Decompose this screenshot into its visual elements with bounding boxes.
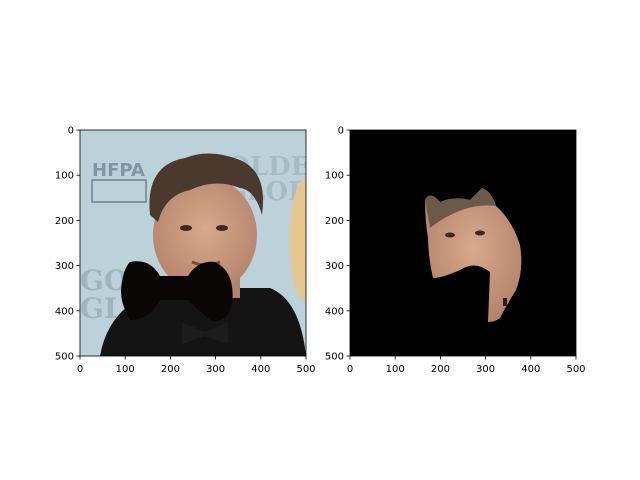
left-x-tick-label: 100 — [116, 364, 135, 375]
masked-hair — [425, 188, 496, 228]
right-x-tick-label: 400 — [521, 364, 540, 375]
hair — [149, 153, 264, 222]
left-x-tick-label: 500 — [296, 364, 315, 375]
left-axes-frame — [79, 129, 307, 357]
right-x-tick-label: 300 — [476, 364, 495, 375]
right-x-tick-label: 500 — [566, 364, 585, 375]
left-y-tick-label: 300 — [55, 261, 74, 272]
shirt-bowtie — [182, 322, 228, 344]
left-image-panel: HFPA GOLDEN GLOBE GOL GLO 0 100 200 300 — [55, 126, 316, 376]
left-y-tick-label: 500 — [55, 352, 74, 363]
left-x-tick-label: 0 — [77, 364, 83, 375]
right-edge-person — [290, 180, 306, 300]
left-y-tick-label: 400 — [55, 306, 74, 317]
right-mask-image — [350, 130, 576, 356]
left-x-tick-label: 400 — [251, 364, 270, 375]
right-x-tick-label: 100 — [386, 364, 405, 375]
left-y-tick-label: 100 — [55, 171, 74, 182]
right-y-tick-label: 400 — [325, 306, 344, 317]
face — [153, 177, 257, 293]
left-x-tick-label: 300 — [206, 364, 225, 375]
right-axes-frame — [349, 129, 577, 357]
backdrop-text-hfpa: HFPA — [92, 160, 145, 181]
left-y-tick-label: 200 — [55, 216, 74, 227]
masked-eye-left — [445, 232, 455, 238]
right-y-tick-label: 500 — [325, 352, 344, 363]
masked-face — [425, 188, 522, 322]
right-x-tick-label: 0 — [347, 364, 353, 375]
left-y-tick-label: 0 — [68, 126, 74, 137]
right-y-tick-label: 300 — [325, 261, 344, 272]
right-y-tick-label: 100 — [325, 171, 344, 182]
left-x-tick-label: 200 — [161, 364, 180, 375]
left-photo: HFPA GOLDEN GLOBE GOL GLO — [80, 130, 306, 356]
right-y-tick-label: 200 — [325, 216, 344, 227]
masked-eye-right — [475, 230, 485, 236]
hfpa-box — [91, 179, 147, 203]
mask-speck — [503, 298, 507, 306]
right-y-tick-label: 0 — [338, 126, 344, 137]
right-x-tick-label: 200 — [431, 364, 450, 375]
bowtie-overlay — [121, 261, 233, 321]
eye-left — [180, 225, 192, 231]
eye-right — [216, 225, 228, 231]
